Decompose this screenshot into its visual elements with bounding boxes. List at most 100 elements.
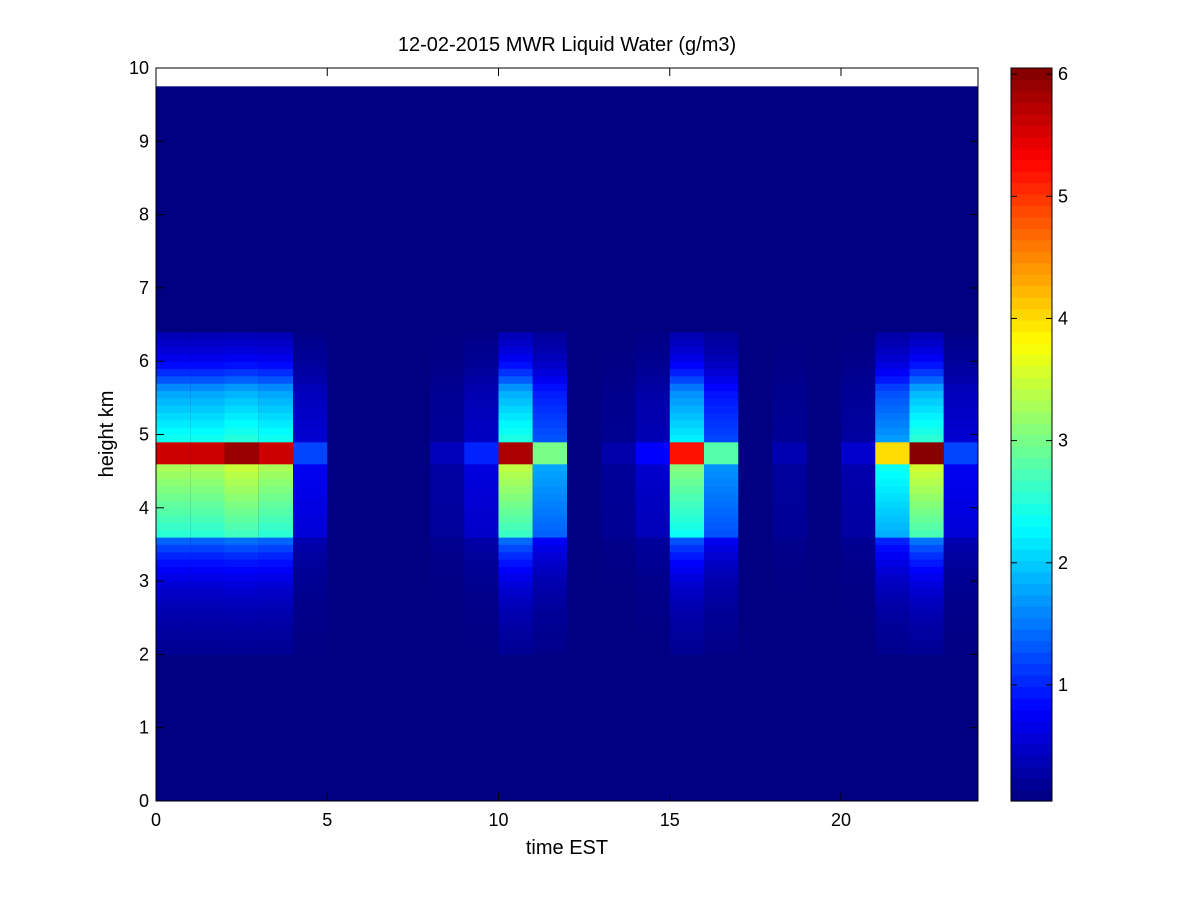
heatmap-cell [430, 405, 465, 414]
heatmap-cell [669, 427, 705, 435]
heatmap-cell [498, 522, 534, 531]
heatmap-cell [430, 529, 465, 538]
heatmap-cell [156, 515, 191, 523]
heatmap-cell [190, 603, 225, 611]
colorbar-swatch [1011, 365, 1052, 378]
heatmap-cell [224, 603, 260, 611]
heatmap-cell [772, 588, 808, 597]
heatmap-cell [430, 346, 465, 355]
heatmap-cell [601, 346, 636, 355]
heatmap-cell [293, 617, 328, 626]
heatmap-cell [224, 375, 260, 384]
heatmap-cell [704, 419, 739, 428]
heatmap-cell [430, 493, 465, 501]
heatmap-cell [704, 537, 739, 545]
colorbar-swatch [1011, 526, 1052, 539]
heatmap-cell [498, 515, 534, 523]
heatmap-cell [669, 441, 705, 450]
heatmap-cell [293, 566, 328, 575]
heatmap-cell [601, 632, 636, 641]
heatmap-cell [258, 331, 294, 340]
heatmap-cell [293, 346, 328, 355]
x-axis-label: time EST [526, 837, 608, 859]
colorbar-swatch [1011, 102, 1052, 115]
colorbar-tick-label: 5 [1058, 186, 1068, 206]
colorbar-swatch [1011, 514, 1052, 527]
heatmap-cell [464, 463, 499, 472]
heatmap-cell [704, 324, 739, 333]
heatmap-cell [293, 595, 328, 604]
heatmap-cell [532, 441, 568, 450]
heatmap-cell [943, 537, 979, 545]
heatmap-cell [704, 595, 739, 604]
heatmap-cell [635, 353, 671, 362]
heatmap-cell [258, 434, 294, 443]
heatmap-cell [841, 537, 876, 545]
heatmap-cell [601, 471, 636, 479]
heatmap-cell [635, 551, 671, 560]
heatmap-cell [293, 610, 328, 619]
heatmap-cell [635, 375, 671, 384]
heatmap-cell [293, 647, 328, 655]
heatmap-cell [498, 581, 534, 589]
heatmap-cell [430, 500, 465, 509]
heatmap-cell [464, 405, 499, 414]
heatmap-cell [601, 331, 636, 340]
heatmap-cell [464, 361, 499, 370]
heatmap-cell [601, 581, 636, 589]
heatmap-cell [601, 566, 636, 575]
heatmap-cell [224, 493, 260, 501]
heatmap-cell [430, 449, 465, 457]
heatmap-cell [190, 441, 225, 450]
heatmap-cell [669, 478, 705, 487]
heatmap-cell [293, 529, 328, 538]
heatmap-cell [430, 603, 465, 611]
colorbar-tick-label: 4 [1058, 308, 1068, 328]
heatmap-cell [943, 515, 979, 523]
heatmap-cell [875, 639, 910, 648]
heatmap-cell [943, 412, 979, 421]
heatmap-cell [669, 603, 705, 611]
heatmap-cell [875, 537, 910, 545]
heatmap-cell [156, 537, 191, 545]
heatmap-cell [772, 456, 808, 465]
heatmap-cell [532, 647, 568, 655]
heatmap-cell [258, 346, 294, 355]
heatmap-cell [772, 485, 808, 494]
heatmap-cell [532, 610, 568, 619]
heatmap-cell [841, 339, 876, 348]
heatmap-cell [190, 647, 225, 655]
heatmap-cell [258, 339, 294, 348]
heatmap-cell [224, 397, 260, 406]
heatmap-cell [464, 639, 499, 648]
heatmap-cell [430, 610, 465, 619]
heatmap-cell [190, 632, 225, 641]
heatmap-cell [258, 559, 294, 567]
heatmap-cell [464, 581, 499, 589]
colorbar-swatch [1011, 319, 1052, 333]
heatmap-cell [943, 573, 979, 582]
heatmap-cell [772, 603, 808, 611]
heatmap-cell [669, 456, 705, 465]
colorbar-swatch [1011, 216, 1052, 229]
heatmap-cell [293, 515, 328, 523]
heatmap-cell [875, 324, 910, 333]
heatmap-cell [772, 595, 808, 604]
y-tick-label: 4 [139, 498, 149, 518]
heatmap-cell [601, 573, 636, 582]
heatmap-cell [498, 485, 534, 494]
heatmap-cell [909, 507, 945, 516]
heatmap-cell [635, 471, 671, 479]
heatmap-cell [224, 449, 260, 457]
heatmap-cell [772, 507, 808, 516]
heatmap-cell [943, 346, 979, 355]
heatmap-cell [430, 375, 465, 384]
heatmap-cell [909, 485, 945, 494]
heatmap-cell [258, 353, 294, 362]
heatmap-cell [772, 427, 808, 435]
heatmap-cell [293, 632, 328, 641]
heatmap-cell [909, 361, 945, 370]
heatmap-cell [430, 456, 465, 465]
heatmap-cell [532, 485, 568, 494]
heatmap-cell [190, 595, 225, 604]
